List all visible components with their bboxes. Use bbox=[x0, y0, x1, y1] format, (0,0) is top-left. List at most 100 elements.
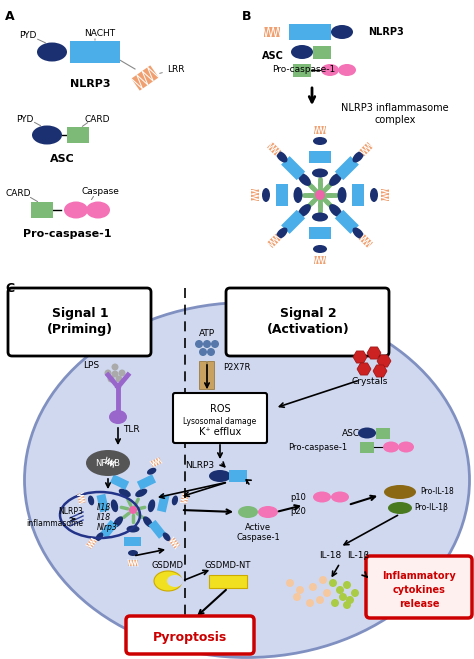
Bar bbox=[148, 520, 166, 539]
Bar bbox=[209, 575, 247, 588]
Text: B: B bbox=[242, 10, 252, 23]
Bar bbox=[181, 493, 189, 503]
Ellipse shape bbox=[163, 532, 171, 541]
Ellipse shape bbox=[116, 376, 122, 382]
Ellipse shape bbox=[118, 489, 131, 497]
Bar bbox=[100, 520, 118, 539]
Text: CARD: CARD bbox=[84, 115, 110, 123]
Text: GSDMD-NT: GSDMD-NT bbox=[205, 561, 251, 571]
FancyBboxPatch shape bbox=[366, 556, 472, 618]
Ellipse shape bbox=[398, 442, 414, 453]
Bar bbox=[110, 474, 129, 490]
Ellipse shape bbox=[338, 64, 356, 76]
Ellipse shape bbox=[298, 173, 311, 186]
Bar bbox=[313, 45, 331, 59]
Bar bbox=[251, 189, 259, 201]
Ellipse shape bbox=[148, 500, 155, 512]
Ellipse shape bbox=[316, 596, 324, 604]
Bar bbox=[67, 127, 89, 143]
Ellipse shape bbox=[331, 492, 349, 503]
Ellipse shape bbox=[86, 450, 130, 476]
Text: NF-κB: NF-κB bbox=[95, 459, 120, 467]
Bar bbox=[157, 494, 170, 513]
Ellipse shape bbox=[199, 348, 207, 356]
Ellipse shape bbox=[329, 173, 342, 186]
Bar bbox=[335, 210, 359, 234]
Bar bbox=[128, 560, 138, 566]
Text: CARD: CARD bbox=[5, 190, 31, 198]
Bar bbox=[289, 24, 331, 40]
Ellipse shape bbox=[25, 302, 470, 658]
Text: IL-1β: IL-1β bbox=[347, 550, 369, 559]
Ellipse shape bbox=[336, 586, 344, 594]
Ellipse shape bbox=[108, 376, 115, 382]
Ellipse shape bbox=[238, 506, 258, 518]
Ellipse shape bbox=[129, 506, 137, 514]
Text: Pro-caspase-1: Pro-caspase-1 bbox=[272, 65, 335, 74]
Text: Signal 2: Signal 2 bbox=[280, 306, 337, 320]
Ellipse shape bbox=[32, 125, 62, 144]
Ellipse shape bbox=[95, 532, 103, 541]
Bar bbox=[131, 65, 159, 91]
Text: Signal 1: Signal 1 bbox=[52, 306, 109, 320]
Ellipse shape bbox=[293, 593, 301, 601]
Text: GSDMD: GSDMD bbox=[152, 561, 184, 571]
Polygon shape bbox=[353, 351, 367, 363]
Ellipse shape bbox=[127, 525, 139, 532]
Text: release: release bbox=[399, 599, 439, 609]
Ellipse shape bbox=[306, 599, 314, 607]
Bar bbox=[276, 184, 288, 206]
Ellipse shape bbox=[353, 151, 364, 163]
Bar bbox=[150, 457, 162, 467]
Ellipse shape bbox=[339, 593, 347, 601]
Text: Crystals: Crystals bbox=[352, 378, 388, 386]
Text: NLRP3: NLRP3 bbox=[70, 79, 110, 89]
Ellipse shape bbox=[329, 204, 342, 217]
Bar bbox=[335, 156, 359, 180]
Ellipse shape bbox=[135, 489, 147, 497]
Ellipse shape bbox=[286, 579, 294, 587]
FancyBboxPatch shape bbox=[173, 393, 267, 443]
Bar bbox=[208, 361, 215, 389]
Text: p10: p10 bbox=[290, 492, 306, 501]
Ellipse shape bbox=[296, 586, 304, 594]
Ellipse shape bbox=[37, 42, 67, 61]
Ellipse shape bbox=[331, 599, 339, 607]
Ellipse shape bbox=[147, 468, 156, 474]
Ellipse shape bbox=[331, 25, 353, 39]
Text: C: C bbox=[5, 282, 14, 295]
Ellipse shape bbox=[258, 506, 278, 518]
FancyBboxPatch shape bbox=[226, 288, 389, 356]
Ellipse shape bbox=[343, 601, 351, 609]
Ellipse shape bbox=[351, 589, 359, 597]
Bar bbox=[359, 234, 373, 248]
Bar bbox=[309, 227, 331, 239]
Text: NLRP3 inflammasome: NLRP3 inflammasome bbox=[341, 103, 449, 113]
Ellipse shape bbox=[111, 370, 118, 378]
Ellipse shape bbox=[343, 581, 351, 589]
Text: ATP: ATP bbox=[199, 328, 215, 337]
Bar bbox=[281, 210, 305, 234]
Text: Pro-IL-1β: Pro-IL-1β bbox=[414, 503, 448, 513]
Ellipse shape bbox=[113, 516, 123, 527]
Polygon shape bbox=[373, 365, 387, 377]
Ellipse shape bbox=[329, 579, 337, 587]
Ellipse shape bbox=[154, 571, 182, 591]
Ellipse shape bbox=[370, 188, 378, 202]
Text: LPS: LPS bbox=[83, 360, 99, 370]
Text: Active: Active bbox=[245, 523, 271, 532]
Bar bbox=[293, 63, 311, 76]
Polygon shape bbox=[377, 355, 391, 367]
Ellipse shape bbox=[111, 364, 118, 370]
Text: Il1β: Il1β bbox=[97, 503, 111, 513]
Text: Il18: Il18 bbox=[97, 513, 111, 523]
Text: IL-18: IL-18 bbox=[319, 550, 341, 559]
Text: P2X7R: P2X7R bbox=[223, 364, 250, 372]
Ellipse shape bbox=[346, 596, 354, 604]
Bar bbox=[31, 202, 53, 218]
Ellipse shape bbox=[111, 500, 118, 512]
Ellipse shape bbox=[337, 187, 346, 203]
Text: Pro-IL-18: Pro-IL-18 bbox=[420, 488, 454, 496]
Ellipse shape bbox=[291, 45, 313, 59]
Bar bbox=[77, 493, 85, 503]
